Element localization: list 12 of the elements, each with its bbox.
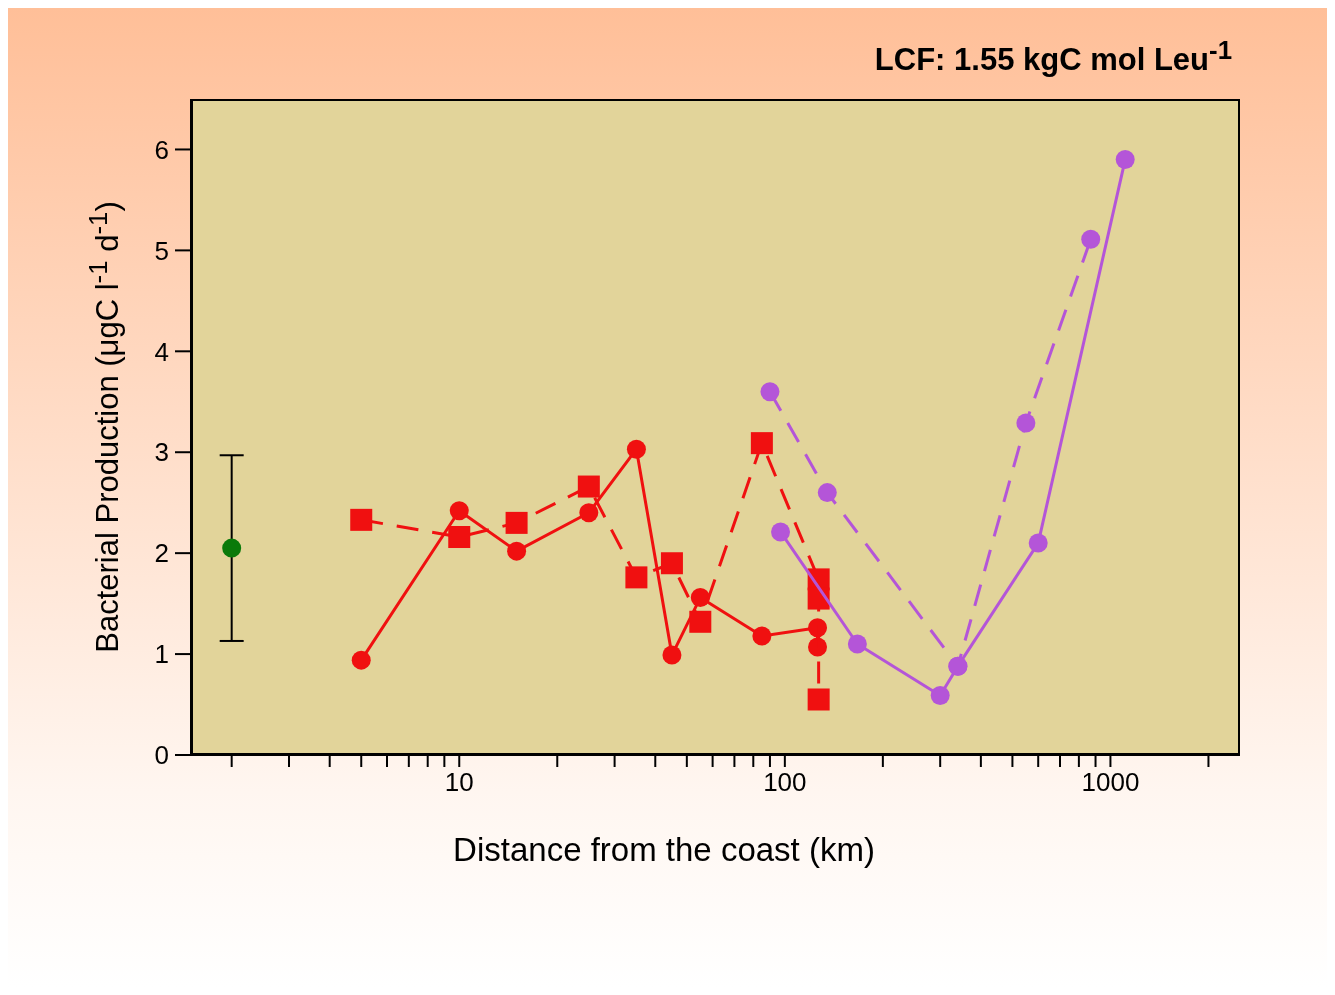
y-tick-label: 2 xyxy=(154,538,169,569)
y-tick-label: 3 xyxy=(154,437,169,468)
y-tick-label: 0 xyxy=(154,740,169,771)
y-tick-label: 6 xyxy=(154,134,169,165)
y-tick-label: 1 xyxy=(154,639,169,670)
x-tick-label: 1000 xyxy=(1081,767,1140,798)
x-tick-label: 100 xyxy=(763,767,807,798)
x-axis-title: Distance from the coast (km) xyxy=(453,831,875,868)
x-tick-label: 10 xyxy=(444,767,474,798)
y-tick-label: 5 xyxy=(154,235,169,266)
y-tick-label: 4 xyxy=(154,336,169,367)
chart-title: LCF: 1.55 kgC mol Leu$^{-1}$ xyxy=(874,36,1232,79)
